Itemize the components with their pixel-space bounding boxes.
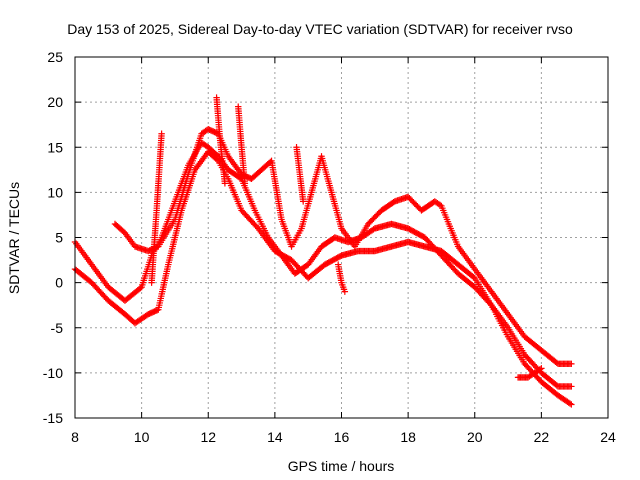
data-point <box>568 401 575 408</box>
x-tick-label: 14 <box>267 429 283 445</box>
data-point <box>299 198 307 205</box>
data-point <box>213 156 221 163</box>
y-tick-label: -5 <box>51 320 64 336</box>
plot-frame <box>74 56 609 419</box>
data-point <box>137 284 144 292</box>
data-point <box>568 383 575 390</box>
data-point <box>568 360 575 368</box>
y-tick-label: -10 <box>43 365 63 381</box>
x-tick-label: 22 <box>534 429 550 445</box>
data-point <box>536 366 544 373</box>
data-point <box>341 288 349 295</box>
series-track-5 <box>213 94 229 187</box>
x-tick-label: 16 <box>334 429 350 445</box>
data-point <box>158 130 165 137</box>
data-point <box>566 400 574 407</box>
data-point <box>221 180 229 187</box>
y-tick-label: 10 <box>47 184 63 200</box>
x-tick-label: 18 <box>400 429 416 445</box>
y-axis-label: SDTVAR / TECUs <box>6 182 22 294</box>
series-track-8 <box>334 261 349 295</box>
series-track-4 <box>148 130 165 286</box>
x-tick-label: 10 <box>134 429 150 445</box>
x-tick-label: 20 <box>467 429 483 445</box>
y-tick-label: 5 <box>55 230 63 246</box>
data-point <box>241 180 249 187</box>
data-point <box>538 365 545 372</box>
chart-title: Day 153 of 2025, Sidereal Day-to-day VTE… <box>67 21 573 37</box>
x-tick-label: 12 <box>200 429 216 445</box>
y-tick-label: 20 <box>47 94 63 110</box>
series-track-9 <box>514 365 545 381</box>
y-tick-label: 25 <box>47 49 63 65</box>
x-tick-label: 8 <box>71 429 79 445</box>
x-axis-label: GPS time / hours <box>288 458 395 474</box>
y-tick-label: -15 <box>43 410 63 426</box>
y-tick-label: 15 <box>47 139 63 155</box>
series-track-6 <box>235 103 249 187</box>
y-tick-label: 0 <box>55 275 63 291</box>
x-tick-label: 24 <box>600 429 616 445</box>
series-track-7 <box>293 144 307 205</box>
x-tick-labels: 8 10 12 14 16 18 20 22 24 <box>71 429 616 445</box>
y-tick-labels: -15 -10 -5 0 5 10 15 20 25 <box>43 49 63 426</box>
data-series <box>71 94 575 408</box>
series-track-3 <box>111 126 575 368</box>
